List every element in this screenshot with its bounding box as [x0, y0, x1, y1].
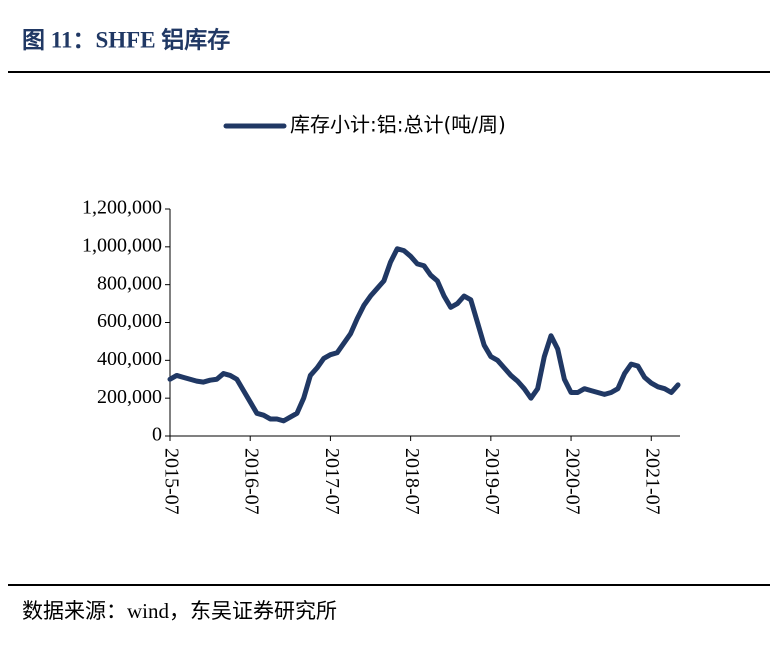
chart-title: 图 11：SHFE 铝库存: [22, 26, 230, 52]
x-tick-label: 2018-07: [401, 448, 423, 515]
y-tick-label: 1,000,000: [82, 234, 162, 256]
y-tick-label: 600,000: [97, 310, 162, 332]
source-note: 数据来源：wind，东吴证券研究所: [22, 599, 337, 623]
x-tick-label: 2020-07: [561, 448, 583, 515]
y-tick-label: 1,200,000: [82, 197, 162, 219]
data-line: [167, 246, 681, 424]
y-tick-label: 0: [152, 424, 162, 446]
x-tick-label: 2016-07: [241, 448, 263, 515]
legend-label: 库存小计:铝:总计(吨/周): [290, 113, 506, 137]
x-tick-label: 2017-07: [321, 448, 343, 515]
y-tick-label: 200,000: [97, 386, 162, 408]
y-tick-label: 800,000: [97, 272, 162, 294]
x-tick-label: 2019-07: [481, 448, 503, 515]
x-tick-label: 2021-07: [642, 448, 664, 515]
y-tick-label: 400,000: [97, 348, 162, 370]
x-tick-label: 2015-07: [160, 448, 182, 515]
